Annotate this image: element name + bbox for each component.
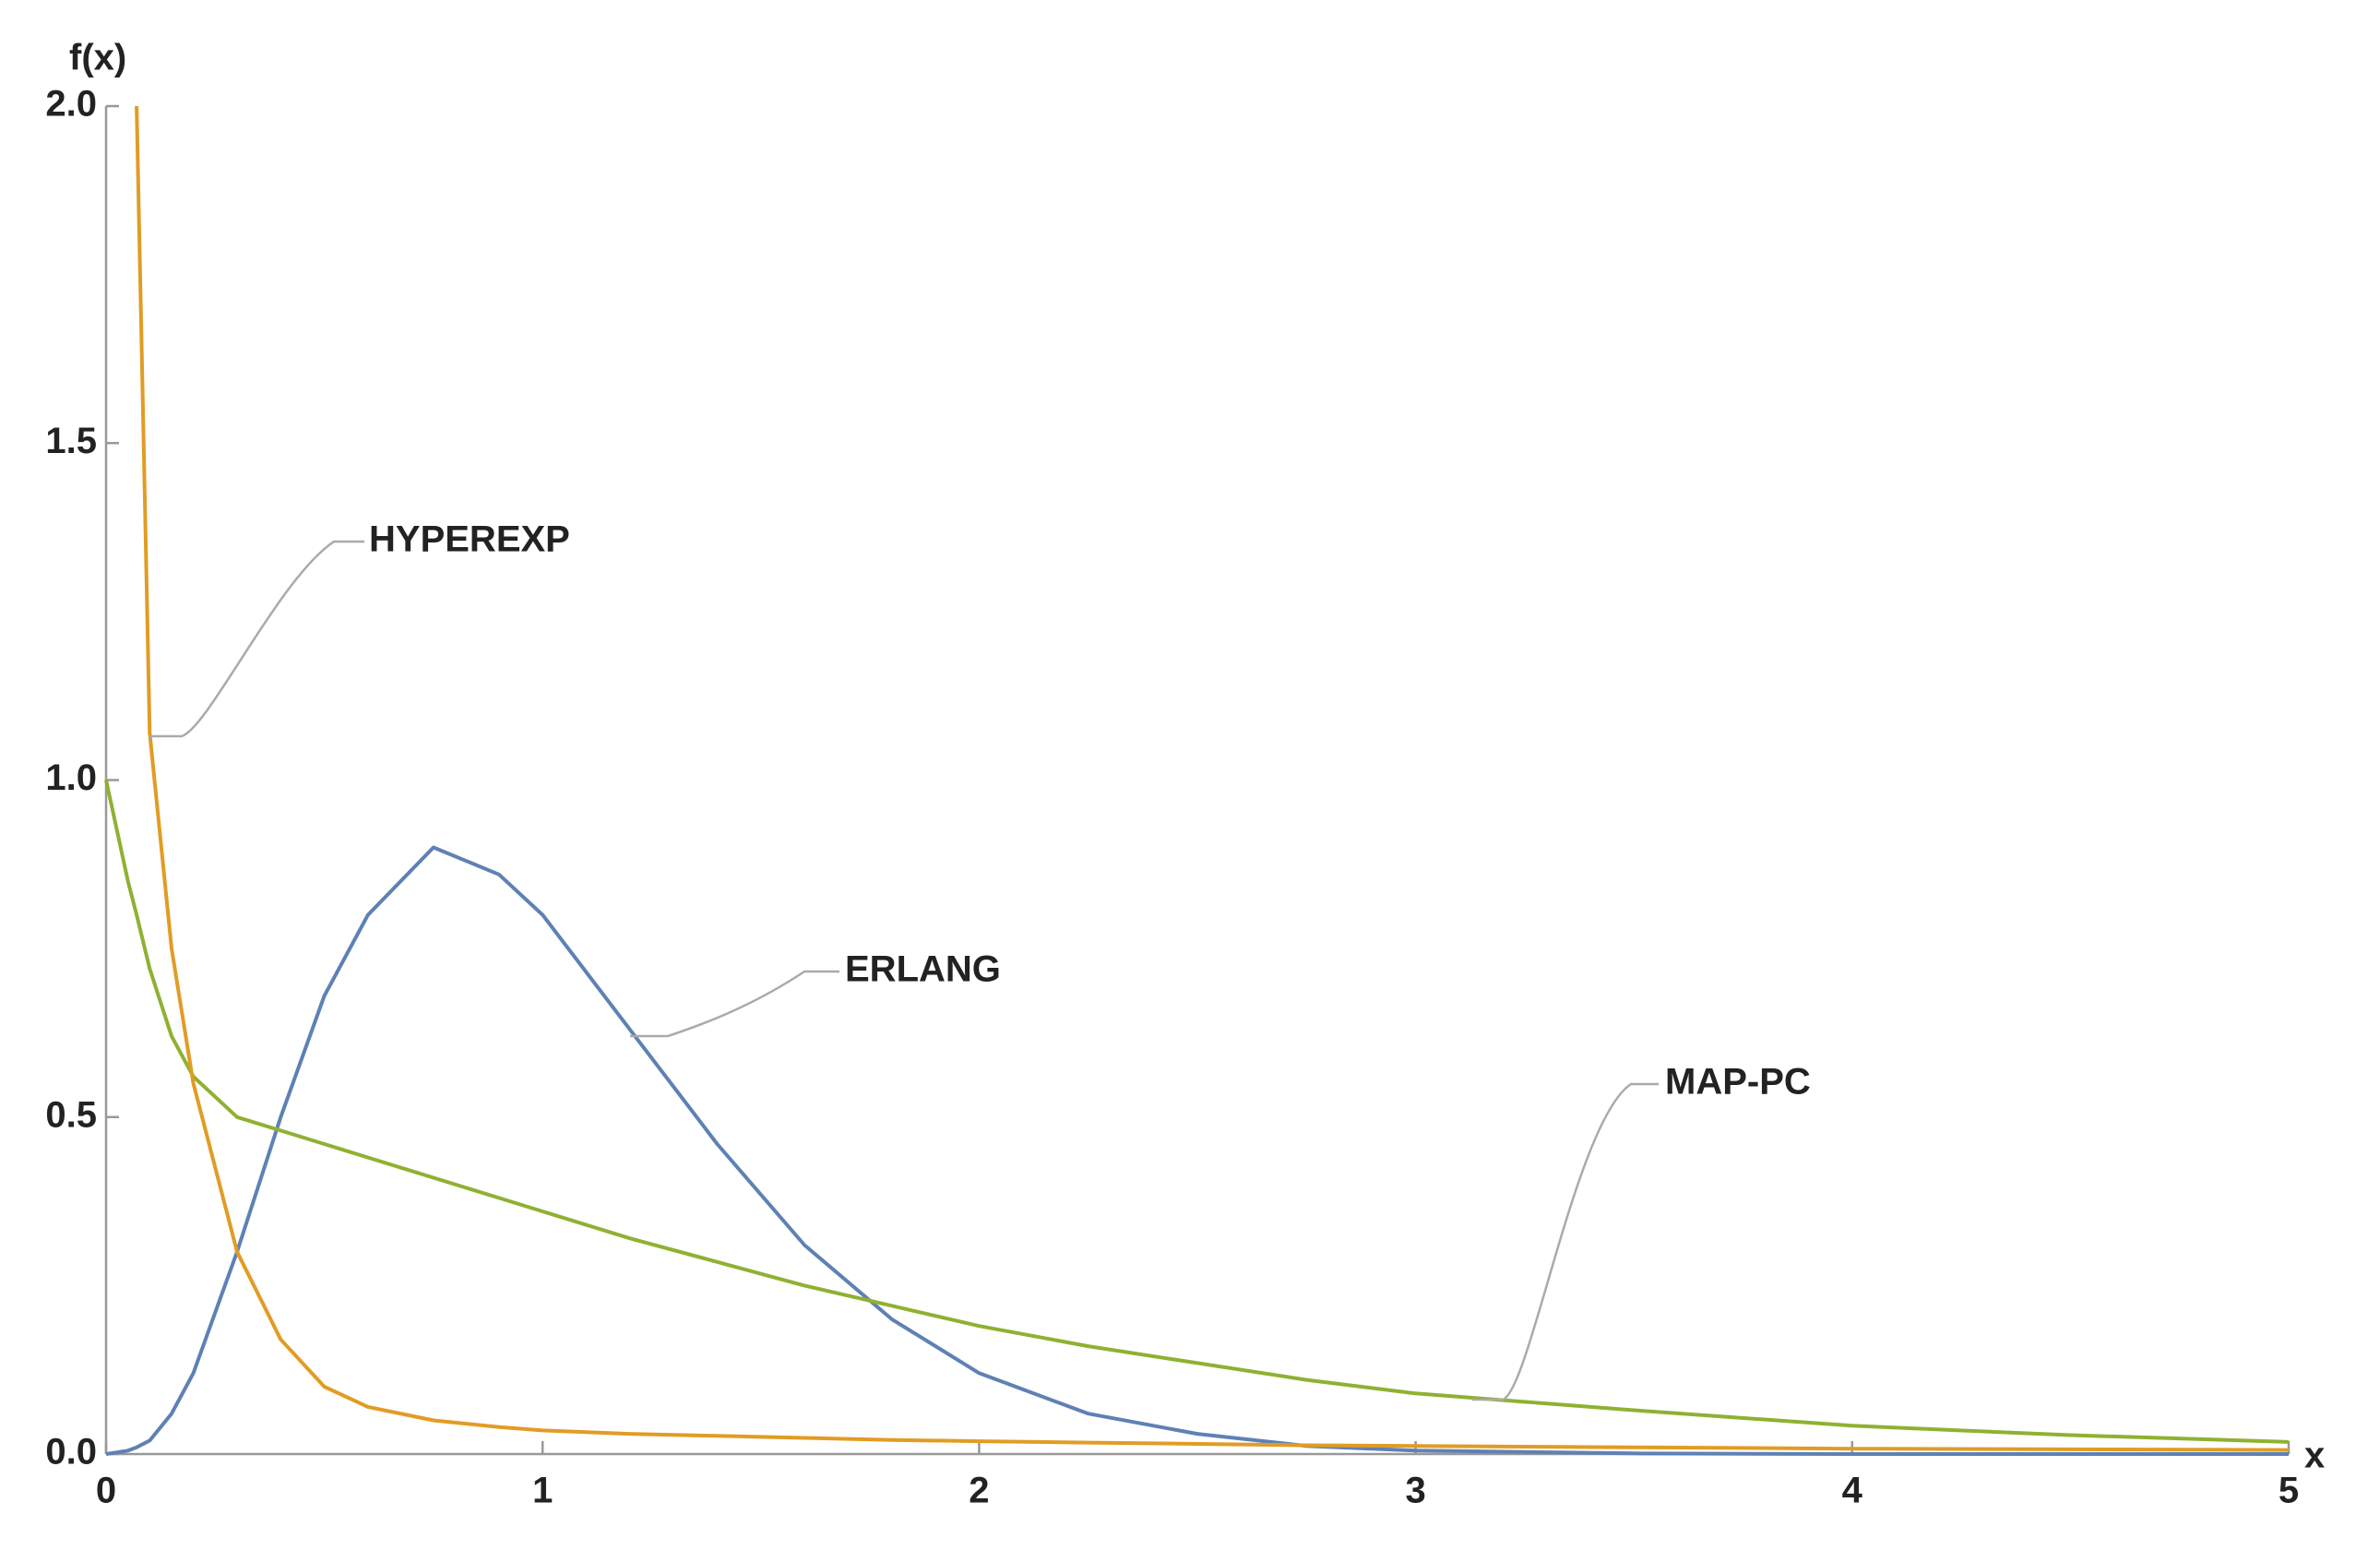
x-tick-label: 5: [2279, 1471, 2299, 1511]
series-label: HYPEREXP: [369, 519, 570, 560]
y-axis-label: f(x): [69, 38, 126, 78]
x-tick-label: 1: [532, 1471, 553, 1511]
y-tick-label: 1.0: [45, 757, 97, 798]
y-tick-label: 1.5: [45, 421, 97, 461]
y-tick-label: 0.0: [45, 1432, 97, 1472]
series-line: [104, 780, 2290, 1444]
callout-leader: [149, 540, 364, 738]
x-tick-label: 0: [96, 1471, 116, 1511]
y-tick-label: 2.0: [45, 84, 97, 125]
series-label: ERLANG: [845, 949, 1001, 990]
x-axis-label: x: [2304, 1436, 2325, 1476]
y-tick-label: 0.5: [45, 1094, 97, 1135]
series-label: MAP-PC: [1665, 1062, 1811, 1103]
series-line: [135, 105, 2290, 1452]
x-tick-label: 2: [969, 1471, 989, 1511]
x-tick-label: 3: [1405, 1471, 1425, 1511]
series-line: [105, 845, 2289, 1456]
x-tick-label: 4: [1842, 1471, 1863, 1511]
callout-leader: [630, 970, 839, 1038]
callout-leader: [1472, 1082, 1659, 1401]
